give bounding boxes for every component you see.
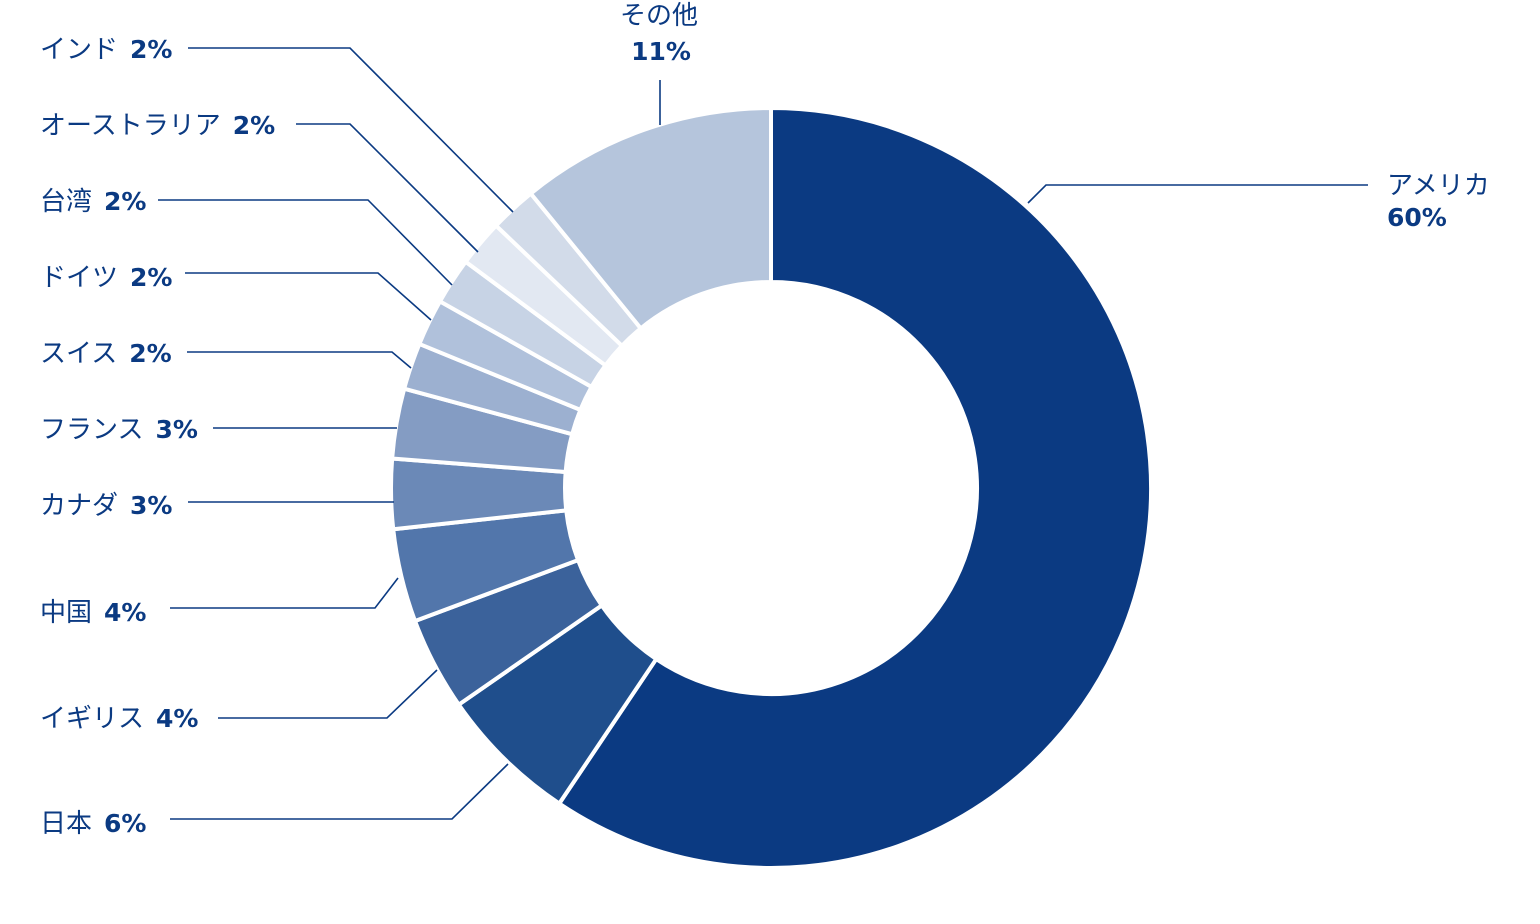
label-germany-name: ドイツ (40, 263, 118, 293)
leader-line-6 (187, 351, 412, 369)
label-canada-name: カナダ (40, 491, 118, 521)
label-germany-pct: 2% (130, 263, 172, 292)
label-switzerland-name: スイス (40, 339, 117, 369)
leader-line-5 (185, 272, 432, 321)
label-usa: アメリカ 60% (1387, 171, 1494, 232)
leader-lines (158, 47, 1368, 820)
label-other: その他 11% (620, 1, 702, 66)
label-japan-pct: 6% (104, 809, 146, 838)
label-india-pct: 2% (130, 35, 172, 64)
leader-line-10 (218, 669, 438, 719)
leader-line-3 (296, 123, 479, 253)
label-france: フランス 3% (40, 415, 198, 445)
label-uk: イギリス 4% (40, 704, 198, 734)
label-japan: 日本 6% (40, 809, 146, 839)
leader-line-9 (170, 577, 399, 609)
label-uk-name: イギリス (40, 704, 144, 734)
leader-line-4 (158, 199, 453, 286)
label-france-name: フランス (40, 415, 143, 445)
label-canada: カナダ 3% (40, 491, 172, 521)
label-usa-name: アメリカ (1387, 171, 1490, 201)
label-india: インド 2% (40, 35, 172, 65)
slice-11 (527, 105, 773, 332)
label-japan-name: 日本 (40, 809, 92, 839)
label-china-pct: 4% (104, 598, 146, 627)
label-australia-pct: 2% (233, 111, 275, 140)
label-taiwan-pct: 2% (104, 187, 146, 216)
label-china-name: 中国 (40, 598, 92, 628)
label-canada-pct: 3% (130, 491, 172, 520)
label-france-pct: 3% (155, 415, 197, 444)
label-india-name: インド (40, 35, 118, 65)
label-taiwan-name: 台湾 (40, 187, 92, 217)
label-other-pct: 11% (631, 37, 691, 66)
slices-group (389, 105, 1153, 870)
label-australia-name: オーストラリア (40, 111, 221, 141)
leader-line-11 (170, 763, 509, 820)
label-switzerland: スイス 2% (40, 339, 172, 369)
label-germany: ドイツ 2% (40, 263, 172, 293)
slice-0 (556, 105, 1153, 870)
leader-line-0 (1027, 184, 1368, 204)
leader-line-2 (188, 47, 514, 213)
label-uk-pct: 4% (156, 704, 198, 733)
label-australia: オーストラリア 2% (40, 111, 275, 141)
label-switzerland-pct: 2% (129, 339, 171, 368)
label-china: 中国 4% (40, 598, 146, 628)
label-usa-pct: 60% (1387, 203, 1447, 232)
label-taiwan: 台湾 2% (40, 187, 146, 217)
label-other-name: その他 (620, 1, 698, 31)
